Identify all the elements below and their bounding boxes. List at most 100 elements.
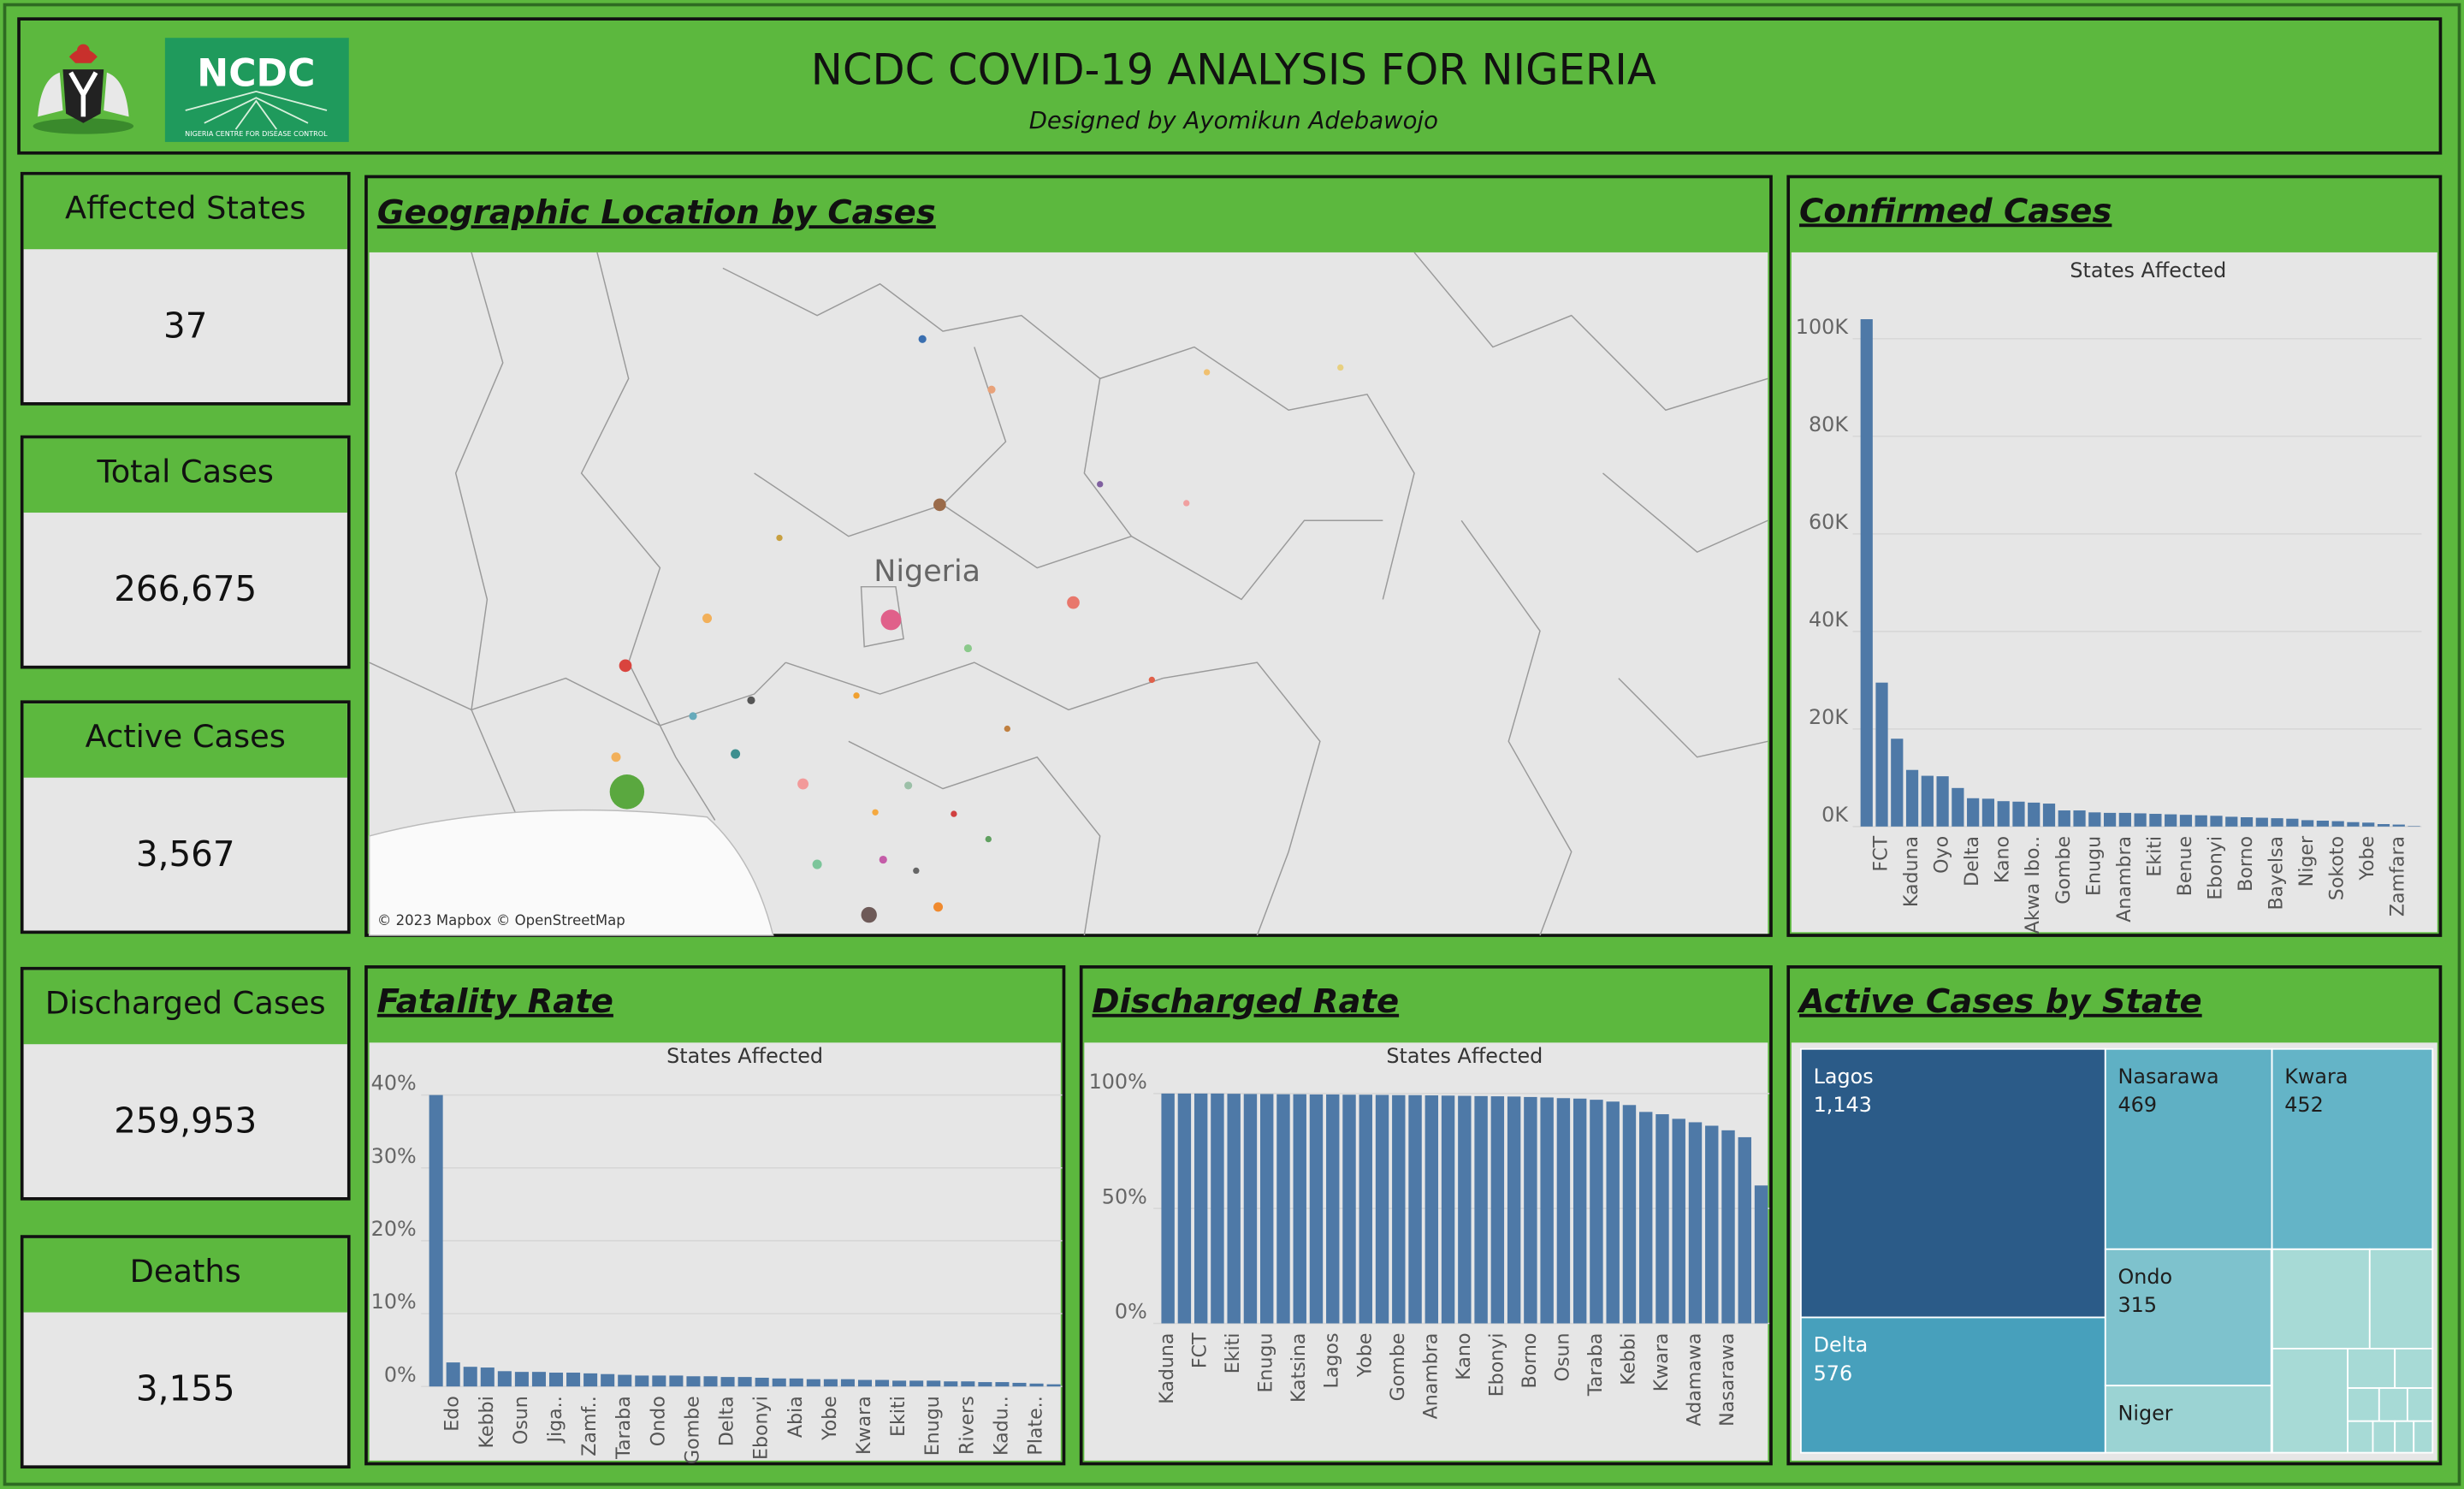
x-tick-label: Jiga.. <box>545 1396 566 1444</box>
bar <box>2088 812 2101 827</box>
bar <box>1875 682 1888 827</box>
x-tick-label: Zamfara <box>2388 836 2409 917</box>
x-tick-label: Yobe <box>2357 836 2378 881</box>
bar <box>2103 812 2117 827</box>
treemap-label: Ondo <box>2118 1265 2172 1289</box>
x-tick-label: Kwara <box>854 1396 875 1455</box>
bar <box>1194 1093 1208 1324</box>
x-tick-label: Ebonyi <box>1486 1333 1507 1397</box>
bar <box>446 1362 460 1387</box>
bar <box>1524 1096 1537 1324</box>
bar <box>857 1379 873 1387</box>
kpi-header <box>23 438 347 513</box>
bar <box>772 1378 786 1387</box>
treemap-value: 1,143 <box>1814 1093 1872 1117</box>
y-tick-label: 0% <box>1115 1300 1147 1324</box>
bar <box>2301 820 2314 827</box>
x-tick-label: Delta <box>717 1396 738 1446</box>
x-tick-label: Osun <box>1552 1333 1573 1382</box>
bar <box>2408 826 2420 827</box>
bar <box>2073 810 2086 827</box>
bar <box>789 1378 803 1387</box>
treemap-other-states <box>2272 1248 2434 1454</box>
bar <box>1177 1093 1192 1324</box>
bar <box>514 1372 529 1387</box>
x-tick-label: Delta <box>1962 836 1983 887</box>
panel-title: Active Cases by State <box>1797 982 2202 1021</box>
bar <box>1891 739 1904 827</box>
bar <box>1606 1101 1620 1324</box>
bar <box>1211 1093 1224 1324</box>
treemap-label: Delta <box>1814 1333 1869 1357</box>
bar <box>840 1379 855 1387</box>
bar <box>1573 1098 1587 1324</box>
chart-subtitle: States Affected <box>666 1044 823 1068</box>
x-tick-label: Rivers <box>957 1396 978 1455</box>
x-tick-label: Ondo <box>648 1396 669 1446</box>
x-tick-label: Sokoto <box>2327 836 2348 900</box>
y-tick-label: 60K <box>1809 510 1849 534</box>
bar <box>720 1377 735 1387</box>
bar <box>2042 804 2056 827</box>
treemap-label: Nasarawa <box>2118 1065 2218 1089</box>
bar <box>2058 810 2070 827</box>
bar <box>2028 802 2040 827</box>
map-borders <box>368 252 1768 936</box>
y-tick-label: 10% <box>371 1290 417 1314</box>
bar <box>1556 1098 1571 1324</box>
bar <box>1705 1125 1719 1324</box>
bar <box>686 1376 701 1387</box>
bar <box>1860 319 1873 827</box>
bar <box>2225 816 2238 827</box>
x-tick-label: Plate.. <box>1026 1396 1047 1455</box>
x-tick-label: Adamawa <box>1685 1333 1706 1427</box>
y-tick-label: 40K <box>1809 608 1849 632</box>
x-tick-label: Kano <box>1993 836 2014 883</box>
bar <box>1474 1095 1488 1324</box>
x-tick-label: Ebonyi <box>2206 836 2227 900</box>
bar <box>2194 815 2207 827</box>
bar <box>909 1380 924 1387</box>
kpi-value: 266,675 <box>114 568 257 609</box>
x-tick-label: Enugu <box>922 1396 944 1456</box>
x-tick-label: Ebonyi <box>751 1396 773 1460</box>
kpi-label: Total Cases <box>97 453 274 489</box>
bar <box>1408 1095 1422 1324</box>
bar <box>944 1381 958 1387</box>
bar <box>978 1382 992 1387</box>
bar <box>1012 1382 1027 1387</box>
y-tick-label: 20K <box>1809 705 1849 729</box>
bar <box>669 1375 684 1387</box>
kpi-header <box>23 703 347 778</box>
bar <box>2331 821 2344 827</box>
kpi-header <box>23 175 347 250</box>
bar <box>2392 824 2405 827</box>
bar <box>583 1373 598 1387</box>
bar <box>1326 1094 1340 1324</box>
x-tick-label: Kano <box>1454 1333 1475 1380</box>
x-tick-label: Ekiti <box>1223 1333 1244 1374</box>
x-tick-label: FCT <box>1190 1332 1211 1368</box>
bar <box>2377 823 2390 827</box>
panel-title: Confirmed Cases <box>1799 192 2112 230</box>
bar <box>1688 1122 1703 1324</box>
x-tick-label: Yobe <box>1354 1333 1376 1379</box>
bar <box>1738 1136 1751 1324</box>
x-tick-label: Borno <box>2236 836 2257 892</box>
bar <box>2210 816 2223 827</box>
bar <box>601 1373 615 1387</box>
x-tick-label: Oyo <box>1932 836 1953 874</box>
y-tick-label: 80K <box>1809 412 1849 436</box>
bar <box>635 1375 649 1387</box>
kpi-value: 37 <box>163 305 207 346</box>
bar <box>1981 798 1995 827</box>
x-tick-label: Kebbi <box>1618 1333 1639 1385</box>
treemap-cell <box>2271 1047 2434 1250</box>
treemap-value: 469 <box>2118 1093 2157 1117</box>
bar <box>2316 821 2330 827</box>
treemap-cell <box>1799 1316 2106 1454</box>
bar <box>1490 1096 1505 1324</box>
bar <box>1936 776 1949 827</box>
x-tick-label: Taraba <box>613 1396 635 1460</box>
y-tick-label: 20% <box>371 1217 417 1241</box>
